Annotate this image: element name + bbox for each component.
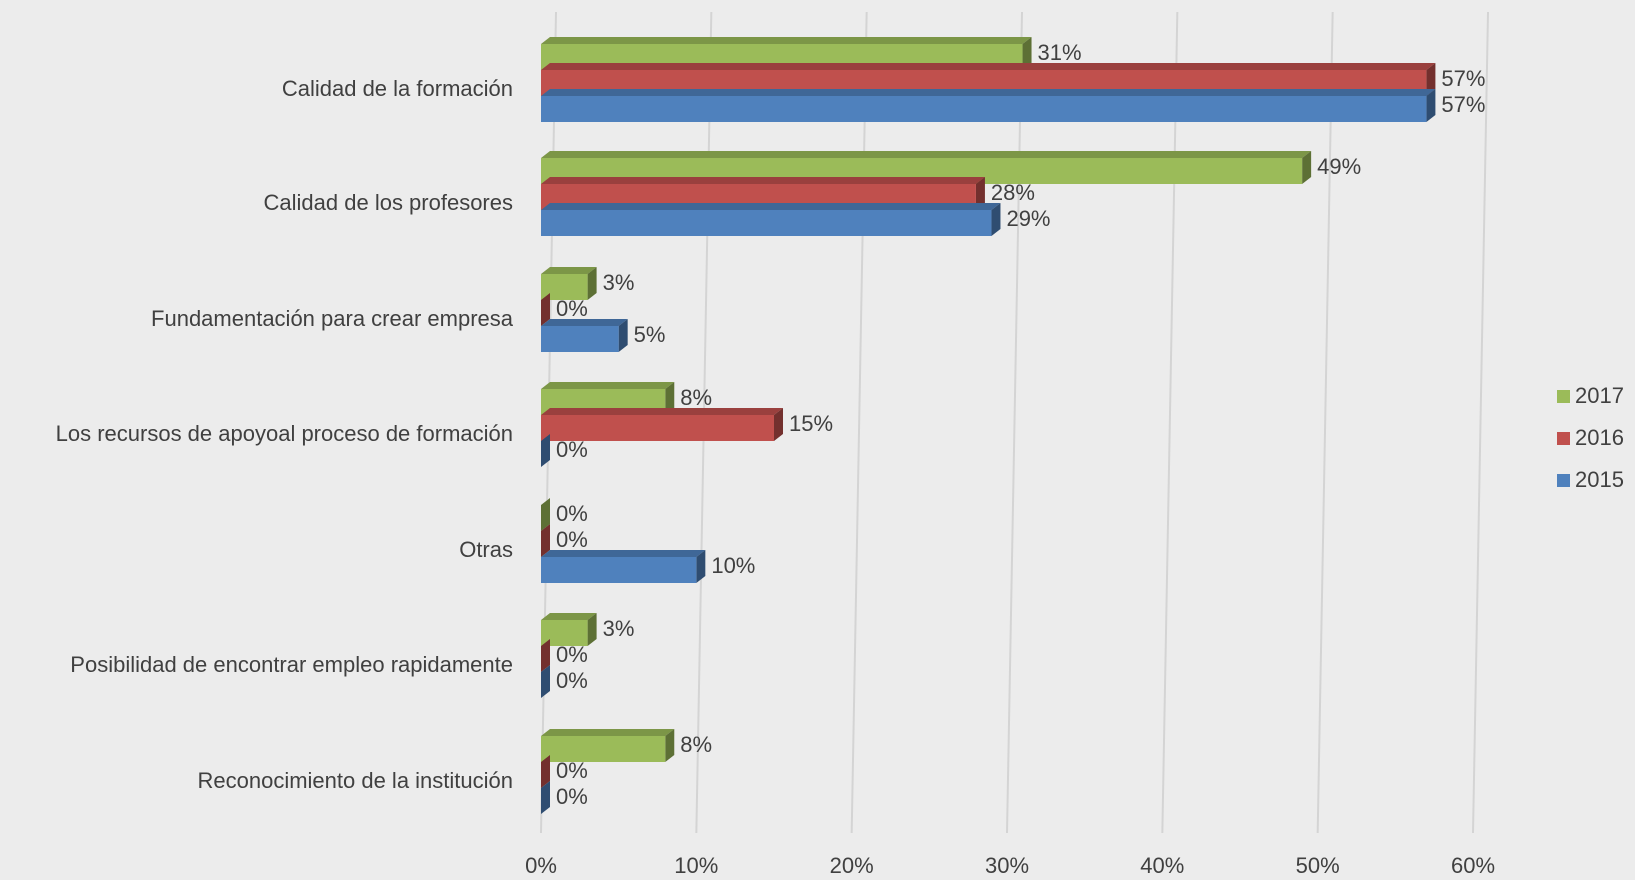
value-label: 0% [556, 296, 588, 321]
bar-side [991, 203, 1001, 236]
bar-top [541, 408, 783, 415]
bar-top [541, 613, 597, 620]
bar-side [587, 613, 597, 646]
category-label: Calidad de los profesores [264, 190, 513, 215]
value-label: 15% [789, 411, 833, 436]
bar-side [587, 267, 597, 300]
value-label: 8% [680, 385, 712, 410]
bar-top [541, 89, 1436, 96]
x-tick-label: 50% [1296, 853, 1340, 878]
bar [541, 415, 774, 441]
grid-line [1316, 11, 1334, 834]
bar-side [541, 755, 550, 788]
legend-swatch [1557, 390, 1570, 403]
x-tick-label: 20% [830, 853, 874, 878]
bar-side [618, 319, 628, 352]
value-label: 10% [711, 553, 755, 578]
legend-swatch [1557, 474, 1570, 487]
value-label: 29% [1006, 206, 1050, 231]
bar-side [774, 408, 783, 441]
bar-side [541, 781, 550, 814]
bar-side [1022, 37, 1032, 70]
category-label: Reconocimiento de la institución [197, 768, 513, 793]
value-label: 49% [1317, 154, 1361, 179]
grid-line [1006, 11, 1023, 834]
bar-side [1426, 63, 1436, 96]
value-label: 31% [1038, 40, 1082, 65]
bar-side [975, 177, 985, 210]
value-label: 5% [634, 322, 666, 347]
value-label: 0% [556, 668, 588, 693]
value-label: 0% [556, 758, 588, 783]
x-tick-label: 30% [985, 853, 1029, 878]
value-label: 57% [1441, 92, 1485, 117]
category-label: Los recursos de apoyoal proceso de forma… [56, 421, 513, 446]
bar-side [1426, 89, 1436, 122]
bar-side [665, 729, 675, 762]
bar-top [541, 550, 706, 557]
value-label: 0% [556, 501, 588, 526]
value-label: 0% [556, 784, 588, 809]
value-label: 0% [556, 527, 588, 552]
value-label: 57% [1441, 66, 1485, 91]
bar-top [541, 267, 597, 274]
value-label: 0% [556, 642, 588, 667]
bar-top [541, 203, 1001, 210]
bar-side [541, 498, 550, 531]
legend-swatch [1557, 432, 1570, 445]
value-label: 3% [603, 616, 635, 641]
bar-top [541, 37, 1032, 44]
bar [541, 736, 666, 762]
value-label: 0% [556, 437, 588, 462]
category-label: Posibilidad de encontrar empleo rapidame… [70, 652, 513, 677]
bar-top [541, 63, 1436, 70]
value-label: 8% [680, 732, 712, 757]
x-tick-label: 10% [674, 853, 718, 878]
bar-side [541, 665, 550, 698]
x-tick-label: 0% [525, 853, 557, 878]
bar-top [541, 729, 675, 736]
bar-side [541, 293, 550, 326]
bar-side [665, 382, 675, 415]
legend-label: 2015 [1575, 467, 1624, 492]
x-tick-label: 60% [1451, 853, 1495, 878]
category-label: Otras [459, 537, 513, 562]
category-label: Calidad de la formación [282, 76, 513, 101]
bar-top [541, 319, 628, 326]
legend-label: 2017 [1575, 383, 1624, 408]
category-label: Fundamentación para crear empresa [151, 306, 514, 331]
bar [541, 557, 697, 583]
grid-line [850, 11, 868, 834]
bar-top [541, 177, 985, 184]
grid-line [1161, 11, 1179, 834]
bar-top [541, 382, 675, 389]
bar-side [1302, 151, 1312, 184]
value-label: 3% [603, 270, 635, 295]
bar-side [541, 434, 550, 467]
value-label: 28% [991, 180, 1035, 205]
bar-side [541, 639, 550, 672]
grid-line [1472, 11, 1489, 834]
bar-top [541, 151, 1312, 158]
x-tick-label: 40% [1140, 853, 1184, 878]
legend-label: 2016 [1575, 425, 1624, 450]
bar [541, 326, 619, 352]
bar-side [541, 524, 550, 557]
bar [541, 210, 992, 236]
bar [541, 96, 1427, 122]
bar-side [696, 550, 706, 583]
